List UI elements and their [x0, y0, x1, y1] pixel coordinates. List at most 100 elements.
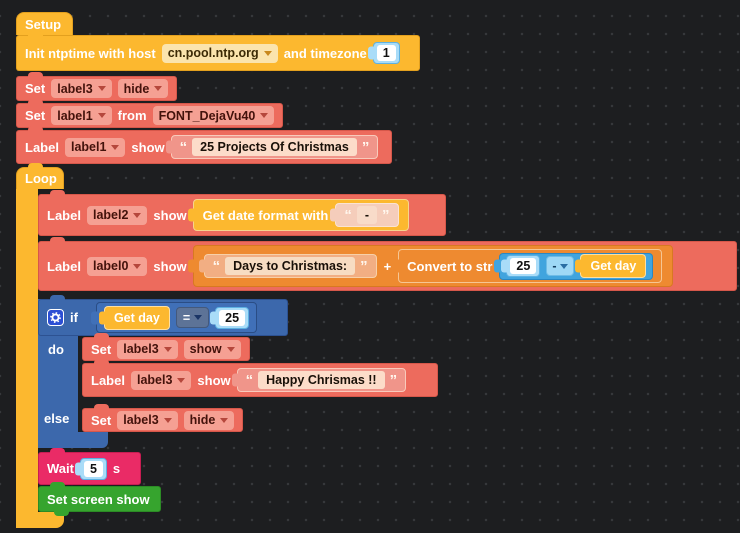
- label-dropdown-value: label3: [123, 342, 159, 356]
- string-block[interactable]: “ Days to Christmas: ”: [203, 254, 377, 278]
- operator-dropdown[interactable]: -: [546, 256, 575, 276]
- label-dropdown-value: label0: [92, 259, 129, 273]
- show-keyword: show: [153, 207, 187, 223]
- number-input-block[interactable]: 25: [506, 255, 541, 277]
- label-keyword: Label: [47, 258, 81, 274]
- label-dropdown-value: label2: [92, 208, 129, 222]
- get-date-format-block[interactable]: Get date format with “ - ”: [192, 199, 409, 231]
- string-input[interactable]: -: [356, 206, 377, 224]
- number-value[interactable]: 25: [510, 258, 537, 274]
- string-input[interactable]: Days to Christmas:: [225, 257, 356, 275]
- string-block[interactable]: “ Happy Chrismas !! ”: [236, 368, 407, 392]
- get-day-label: Get day: [590, 259, 637, 273]
- host-dropdown[interactable]: cn.pool.ntp.org: [161, 43, 278, 63]
- loop-label: Loop: [25, 171, 57, 186]
- dropdown-arrow-icon: [133, 263, 142, 269]
- host-value: cn.pool.ntp.org: [167, 46, 259, 60]
- dropdown-arrow-icon: [560, 263, 569, 269]
- label-dropdown[interactable]: label0: [86, 256, 148, 276]
- label-dropdown[interactable]: label3: [117, 339, 178, 359]
- block-loop-hat[interactable]: Loop: [16, 163, 64, 189]
- string-block[interactable]: “ 25 Projects Of Christmas ”: [170, 135, 379, 159]
- close-quote: ”: [389, 371, 398, 389]
- string-concat-block[interactable]: “ Days to Christmas: ” + Convert to str …: [192, 245, 674, 287]
- set-screen-show-label: Set screen show: [47, 491, 150, 507]
- show-keyword: show: [131, 139, 165, 155]
- set-keyword: Set: [91, 412, 112, 428]
- string-block[interactable]: “ - ”: [335, 203, 399, 227]
- label-dropdown-value: label3: [57, 81, 93, 96]
- block-init-ntptime[interactable]: Init ntptime with host cn.pool.ntp.org a…: [16, 31, 420, 71]
- block-label0-show[interactable]: Label label0 show “ Days to Christmas: ”…: [38, 237, 737, 291]
- do-label: do: [48, 342, 64, 357]
- dropdown-arrow-icon: [226, 346, 235, 352]
- arithmetic-block[interactable]: 25 - Get day: [499, 252, 654, 280]
- visibility-dropdown[interactable]: hide: [183, 410, 235, 430]
- block-setup-hat[interactable]: Setup: [16, 12, 73, 35]
- comparison-dropdown[interactable]: =: [175, 307, 210, 328]
- wait-keyword: Wait: [47, 461, 74, 476]
- number-value[interactable]: 25: [219, 309, 246, 326]
- font-dropdown[interactable]: FONT_DejaVu40: [152, 106, 275, 125]
- block-wait[interactable]: Wait 5 s: [38, 448, 141, 485]
- block-label2-show[interactable]: Label label2 show Get date format with “…: [38, 190, 446, 236]
- block-do-label3-show[interactable]: Label label3 show “ Happy Chrismas !! ”: [82, 359, 438, 397]
- loop-spine: [16, 188, 38, 528]
- dropdown-arrow-icon: [263, 50, 272, 56]
- show-keyword: show: [197, 372, 231, 388]
- number-input-block[interactable]: 5: [79, 457, 107, 480]
- string-input[interactable]: Happy Chrismas !!: [258, 371, 385, 389]
- label-dropdown[interactable]: label3: [130, 370, 192, 390]
- block-else-set-label3-hide[interactable]: Set label3 hide: [82, 404, 244, 432]
- label-keyword: Label: [91, 372, 125, 388]
- dropdown-arrow-icon: [154, 86, 163, 91]
- dropdown-arrow-icon: [163, 417, 172, 423]
- dropdown-arrow-icon: [260, 113, 269, 118]
- visibility-dropdown[interactable]: hide: [117, 79, 169, 98]
- label-dropdown-value: label3: [136, 373, 173, 387]
- visibility-dropdown[interactable]: show: [183, 339, 241, 359]
- label-dropdown-value: label1: [57, 108, 93, 123]
- number-input-block[interactable]: 25: [215, 306, 250, 329]
- dropdown-arrow-icon: [220, 417, 229, 423]
- timezone-input[interactable]: 1: [372, 42, 400, 64]
- close-quote: ”: [360, 257, 368, 275]
- block-if-header[interactable]: if Get day = 25: [38, 295, 288, 336]
- label-dropdown[interactable]: label2: [86, 205, 148, 225]
- get-date-format-label: Get date format with: [202, 207, 329, 223]
- label-dropdown[interactable]: label3: [117, 410, 178, 430]
- convert-to-str-block[interactable]: Convert to str 25 - Get day: [398, 249, 663, 283]
- block-set-label3-hide[interactable]: Set label3 hide: [16, 72, 178, 101]
- label-dropdown[interactable]: label3: [51, 79, 112, 98]
- dropdown-arrow-icon: [133, 212, 142, 218]
- label-dropdown[interactable]: label1: [51, 106, 112, 125]
- block-label1-show[interactable]: Label label1 show “ 25 Projects Of Chris…: [16, 126, 392, 164]
- open-quote: “: [344, 206, 352, 224]
- label-keyword: Label: [47, 207, 81, 223]
- mutator-gear-icon[interactable]: [47, 309, 64, 326]
- dropdown-arrow-icon: [177, 377, 186, 383]
- label-dropdown[interactable]: label1: [64, 137, 126, 157]
- set-keyword: Set: [91, 341, 112, 357]
- font-dropdown-value: FONT_DejaVu40: [158, 108, 256, 123]
- get-day-block[interactable]: Get day: [103, 305, 170, 330]
- wait-seconds-value[interactable]: 5: [83, 460, 103, 477]
- from-keyword: from: [117, 108, 147, 123]
- block-do-set-label3-show[interactable]: Set label3 show: [82, 333, 250, 361]
- label-dropdown-value: label3: [123, 413, 159, 427]
- show-keyword: show: [153, 258, 187, 274]
- block-set-label1-font[interactable]: Set label1 from FONT_DejaVu40: [16, 99, 284, 128]
- visibility-dropdown-value: hide: [189, 413, 216, 427]
- equality-condition-block[interactable]: Get day = 25: [95, 302, 258, 333]
- visibility-dropdown-value: hide: [123, 81, 150, 96]
- open-quote: “: [245, 371, 254, 389]
- label-dropdown-value: label1: [70, 140, 107, 154]
- seconds-unit-label: s: [112, 461, 121, 476]
- string-input[interactable]: 25 Projects Of Christmas: [192, 138, 357, 156]
- timezone-value[interactable]: 1: [376, 45, 396, 61]
- dropdown-arrow-icon: [163, 346, 172, 352]
- init-prefix-label: Init ntptime with host: [25, 45, 156, 61]
- block-set-screen-show[interactable]: Set screen show: [38, 482, 161, 516]
- get-day-block[interactable]: Get day: [580, 254, 647, 278]
